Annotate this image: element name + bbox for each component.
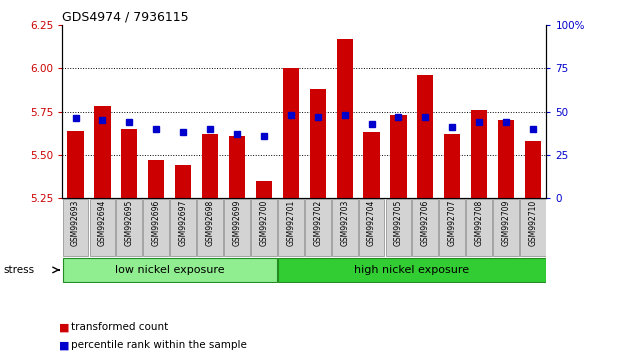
FancyBboxPatch shape — [117, 199, 142, 256]
FancyBboxPatch shape — [170, 199, 196, 256]
Text: GSM992708: GSM992708 — [474, 200, 484, 246]
Bar — [391, 115, 407, 198]
FancyBboxPatch shape — [224, 199, 250, 256]
FancyBboxPatch shape — [359, 199, 384, 256]
Text: GSM992695: GSM992695 — [125, 200, 134, 246]
FancyBboxPatch shape — [197, 199, 223, 256]
FancyBboxPatch shape — [251, 199, 277, 256]
Bar — [121, 129, 137, 198]
FancyBboxPatch shape — [89, 199, 116, 256]
Bar — [202, 134, 218, 198]
Text: GSM992705: GSM992705 — [394, 200, 403, 246]
FancyBboxPatch shape — [143, 199, 169, 256]
Text: stress: stress — [3, 265, 34, 275]
Text: GDS4974 / 7936115: GDS4974 / 7936115 — [62, 11, 189, 24]
Text: GSM992697: GSM992697 — [179, 200, 188, 246]
Bar — [417, 75, 433, 198]
Text: GSM992702: GSM992702 — [313, 200, 322, 246]
Bar — [337, 39, 353, 198]
Text: GSM992701: GSM992701 — [286, 200, 296, 246]
Text: GSM992700: GSM992700 — [260, 200, 268, 246]
Text: transformed count: transformed count — [71, 322, 169, 332]
Text: high nickel exposure: high nickel exposure — [355, 265, 469, 275]
FancyBboxPatch shape — [305, 199, 330, 256]
Text: ■: ■ — [59, 340, 70, 350]
FancyBboxPatch shape — [386, 199, 411, 256]
Bar — [256, 181, 272, 198]
Bar — [444, 134, 460, 198]
FancyBboxPatch shape — [412, 199, 438, 256]
FancyBboxPatch shape — [332, 199, 358, 256]
FancyBboxPatch shape — [63, 199, 88, 256]
Bar — [229, 136, 245, 198]
Bar — [175, 165, 191, 198]
Text: GSM992696: GSM992696 — [152, 200, 161, 246]
Text: GSM992706: GSM992706 — [421, 200, 430, 246]
Bar — [525, 141, 541, 198]
Bar — [148, 160, 165, 198]
Bar — [471, 110, 487, 198]
Text: GSM992707: GSM992707 — [448, 200, 457, 246]
Bar — [498, 120, 514, 198]
Bar — [283, 68, 299, 198]
Text: percentile rank within the sample: percentile rank within the sample — [71, 340, 247, 350]
Bar — [310, 89, 326, 198]
Text: GSM992703: GSM992703 — [340, 200, 349, 246]
FancyBboxPatch shape — [278, 258, 546, 282]
FancyBboxPatch shape — [278, 199, 304, 256]
Text: GSM992698: GSM992698 — [206, 200, 215, 246]
Text: low nickel exposure: low nickel exposure — [115, 265, 225, 275]
Text: GSM992693: GSM992693 — [71, 200, 80, 246]
FancyBboxPatch shape — [63, 258, 277, 282]
Bar — [68, 131, 84, 198]
Bar — [94, 106, 111, 198]
FancyBboxPatch shape — [466, 199, 492, 256]
FancyBboxPatch shape — [520, 199, 546, 256]
Text: GSM992694: GSM992694 — [98, 200, 107, 246]
FancyBboxPatch shape — [493, 199, 519, 256]
Text: GSM992709: GSM992709 — [502, 200, 510, 246]
Bar — [363, 132, 379, 198]
Text: GSM992699: GSM992699 — [232, 200, 242, 246]
FancyBboxPatch shape — [440, 199, 465, 256]
Text: GSM992704: GSM992704 — [367, 200, 376, 246]
Text: GSM992710: GSM992710 — [528, 200, 538, 246]
Text: ■: ■ — [59, 322, 70, 332]
